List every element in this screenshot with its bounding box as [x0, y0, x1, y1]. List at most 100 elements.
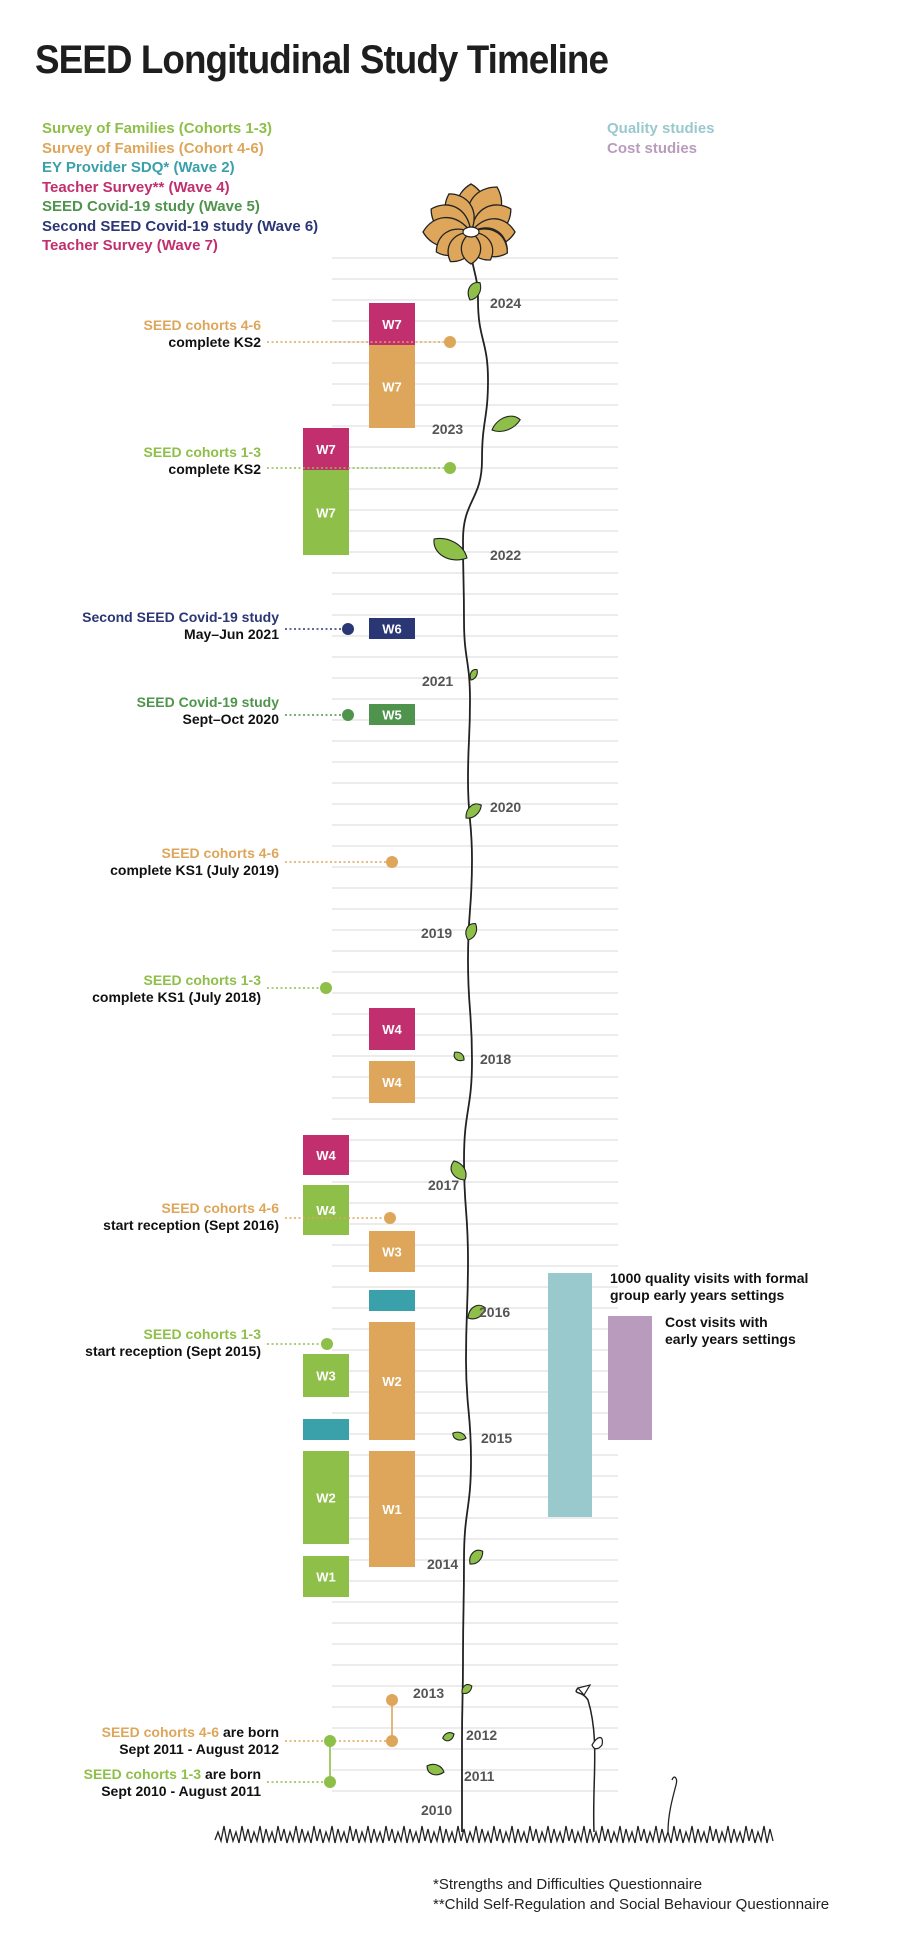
wave-label: W3: [316, 1369, 336, 1384]
birth-title: SEED cohorts 4-6 are born: [102, 1724, 279, 1740]
leaf: [450, 1160, 467, 1181]
year-label: 2011: [464, 1768, 495, 1784]
wave-bar: [369, 1061, 415, 1103]
leaf: [465, 803, 482, 819]
wave-label: W7: [382, 380, 402, 395]
milestone-detail: complete KS2: [168, 334, 261, 350]
text-labels: 2010 2011 2012 2013 2014 2015 2016 2017 2018 2019…: [82, 295, 808, 1818]
leaf: [491, 415, 521, 432]
leaf: [426, 1763, 445, 1776]
year-label: 2023: [432, 421, 463, 437]
wave-bar: [369, 618, 415, 639]
milestone-title: SEED cohorts 1-3: [144, 972, 262, 988]
birth-dot: [324, 1735, 336, 1747]
wave-bar: [369, 1290, 415, 1311]
wave-label: W7: [382, 317, 402, 332]
leaf: [452, 1431, 467, 1441]
ground-line: [214, 1825, 774, 1844]
legend-item: Quality studies: [607, 120, 715, 137]
milestone-connectors: [267, 336, 456, 1788]
flower-center: [462, 226, 480, 238]
study-label: early years settings: [665, 1331, 796, 1347]
year-label: 2016: [479, 1304, 510, 1320]
milestone-detail: Sept–Oct 2020: [183, 711, 280, 727]
leaf: [469, 669, 478, 681]
leaf: [453, 1051, 465, 1062]
milestone-dot: [444, 462, 456, 474]
milestone-detail: complete KS2: [168, 461, 261, 477]
wave-label: W4: [382, 1075, 402, 1090]
year-label: 2019: [421, 925, 452, 941]
milestone-detail: complete KS1 (July 2019): [110, 862, 279, 878]
legend-item: Second SEED Covid-19 study (Wave 6): [42, 217, 319, 235]
milestone-title: SEED cohorts 1-3: [144, 1326, 262, 1342]
year-label: 2020: [490, 799, 521, 815]
birth-dot: [386, 1694, 398, 1706]
flower-stem: [461, 242, 678, 1833]
wave-label: W7: [316, 506, 336, 521]
year-label: 2012: [466, 1727, 497, 1743]
wave-label: W1: [382, 1502, 402, 1517]
study-label: 1000 quality visits with formal: [610, 1270, 808, 1286]
flower-head: [422, 183, 516, 265]
birth-detail: Sept 2011 - August 2012: [119, 1741, 279, 1757]
leaf-layer: [426, 281, 521, 1776]
milestone-title: SEED Covid-19 study: [137, 694, 280, 710]
milestone-detail: start reception (Sept 2016): [103, 1217, 279, 1233]
legend-item: SEED Covid-19 study (Wave 5): [42, 198, 260, 215]
year-label: 2018: [480, 1051, 511, 1067]
petal: [460, 231, 482, 265]
year-label: 2021: [422, 673, 453, 689]
legend-item: Cost studies: [607, 139, 698, 157]
milestone-dot: [342, 623, 354, 635]
year-label: 2015: [481, 1430, 512, 1446]
wave-bar: [303, 1419, 349, 1440]
sprout-bud: [591, 1736, 603, 1750]
sprout-bud: [576, 1684, 592, 1697]
wave-label: W1: [316, 1570, 336, 1585]
wave-bar: [369, 1451, 415, 1567]
wave-label: W4: [316, 1148, 336, 1163]
study-label: Cost visits with: [665, 1314, 768, 1330]
legend-item: Survey of Families (Cohort 4-6): [42, 139, 264, 157]
wave-label: W4: [316, 1203, 336, 1218]
milestone-detail: complete KS1 (July 2018): [92, 989, 261, 1005]
wave-bar: [303, 1135, 349, 1175]
wave-bar: [369, 1231, 415, 1272]
wave-bar: [303, 1556, 349, 1597]
wave-bar: [369, 1322, 415, 1440]
leaf: [433, 537, 468, 561]
wave-bars: W7 W7 W7 W7 W6 W5 W4 W4 W4 W4 W3 W2 W3 W1 W2 W1: [303, 303, 415, 1597]
leaf: [465, 923, 478, 941]
wave-label: W4: [382, 1022, 402, 1037]
wave-label: W7: [316, 442, 336, 457]
milestone-dot: [384, 1212, 396, 1224]
year-label: 2010: [421, 1802, 452, 1818]
wave-bar: [303, 470, 349, 555]
study-bar: [548, 1273, 592, 1517]
footnotes: *Strengths and Difficulties Questionnair…: [433, 1875, 829, 1914]
stem: [461, 242, 489, 1832]
study-bar: [608, 1316, 652, 1440]
ground-grass: [214, 1825, 774, 1844]
birth-detail: Sept 2010 - August 2011: [101, 1783, 261, 1799]
milestone-title: SEED cohorts 1-3: [144, 444, 262, 460]
study-bars: [548, 1273, 652, 1517]
leaf: [467, 281, 482, 301]
milestone-dot: [321, 1338, 333, 1350]
sprout: [575, 1687, 596, 1833]
year-label: 2014: [427, 1556, 458, 1572]
wave-bar: [369, 704, 415, 725]
wave-label: W3: [382, 1245, 402, 1260]
milestone-dot: [444, 336, 456, 348]
study-label: group early years settings: [610, 1287, 785, 1303]
legend-item: Teacher Survey** (Wave 4): [42, 178, 230, 196]
sprout: [667, 1776, 678, 1833]
milestone-dot: [386, 856, 398, 868]
wave-label: W6: [382, 622, 402, 637]
footnote: **Child Self-Regulation and Social Behav…: [433, 1895, 830, 1913]
legend-left: Survey of Families (Cohorts 1-3) Survey o…: [42, 119, 318, 256]
legend-item: EY Provider SDQ* (Wave 2): [42, 159, 235, 176]
wave-bar: [303, 1451, 349, 1544]
